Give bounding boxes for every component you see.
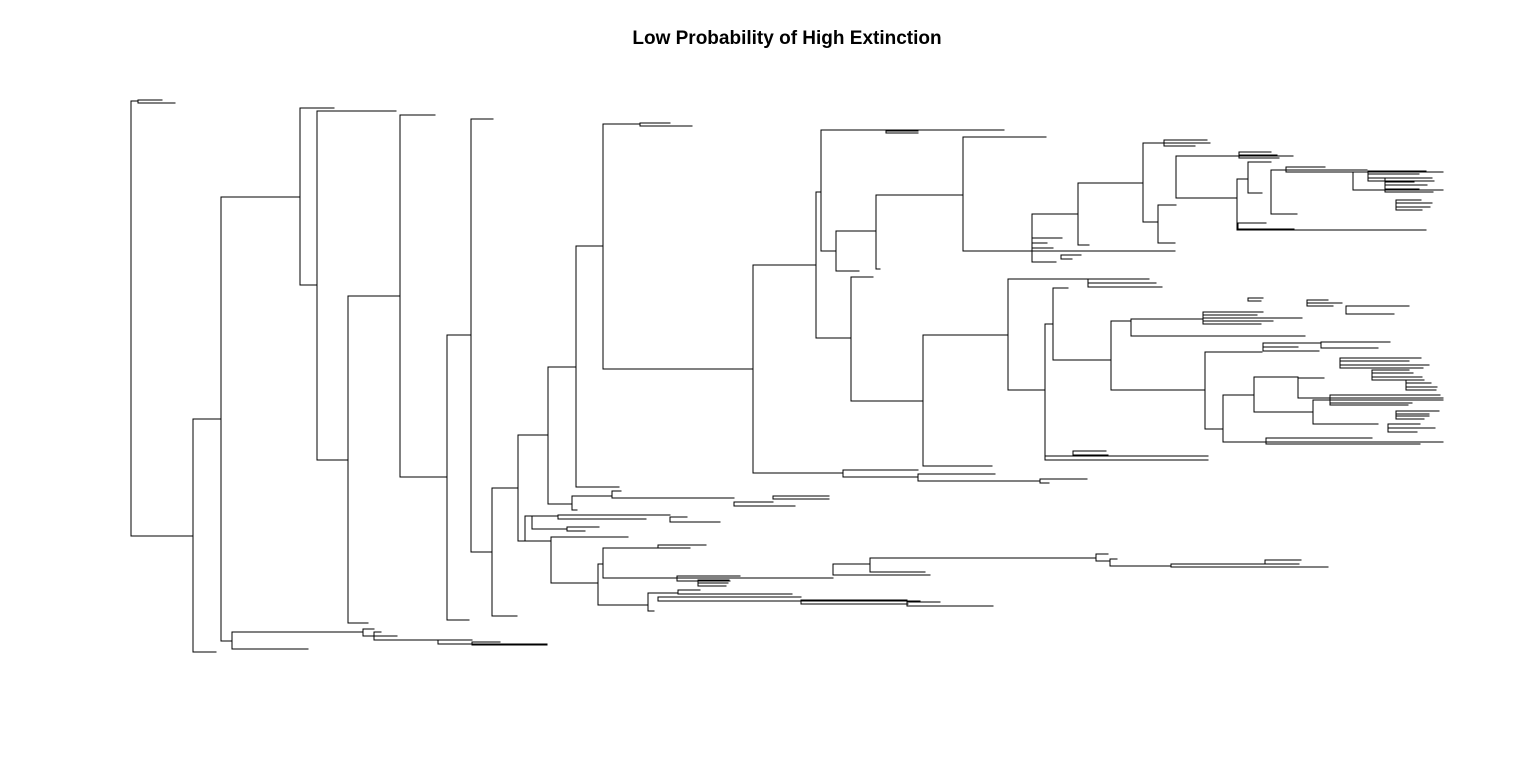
plot-title: Low Probability of High Extinction [632,28,942,49]
branch-group [130,99,1444,653]
